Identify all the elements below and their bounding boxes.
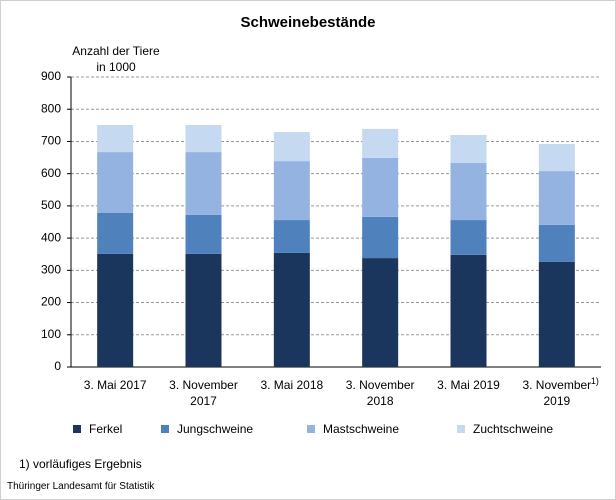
bar-segment <box>538 224 575 262</box>
legend-swatch <box>307 425 315 433</box>
bar-segment <box>273 220 310 253</box>
legend-label: Mastschweine <box>323 422 399 436</box>
y-tick-label: 400 <box>41 230 61 244</box>
bar-segment <box>273 132 310 162</box>
bar-segment <box>362 258 399 367</box>
bar-segment <box>185 125 222 153</box>
bar-segment <box>362 157 399 217</box>
x-tick-label: 3. Mai 2018 <box>260 378 324 392</box>
y-tick-label: 100 <box>41 327 61 341</box>
bar-segment <box>273 252 310 367</box>
bar-segment <box>97 212 134 254</box>
chart-title: Schweinebestände <box>240 14 375 31</box>
x-tick-label: 3. November 2018 <box>345 378 415 408</box>
bar-segment <box>97 253 134 367</box>
bar-segment <box>450 220 487 255</box>
bar-segment <box>362 128 399 158</box>
bar-segment <box>538 144 575 172</box>
bar-segment <box>97 125 134 153</box>
legend-swatch <box>73 425 81 433</box>
bar-segment <box>185 214 222 254</box>
bar-segment <box>185 152 222 215</box>
bar-segment <box>185 253 222 367</box>
y-axis-label: Anzahl der Tiere in 1000 <box>72 44 160 74</box>
bar-segment <box>450 254 487 367</box>
legend-label: Ferkel <box>89 422 122 436</box>
y-tick-label: 900 <box>41 69 61 83</box>
source: Thüringer Landesamt für Statistik <box>7 481 155 492</box>
y-tick-label: 500 <box>41 198 61 212</box>
bar-segment <box>273 161 310 221</box>
y-tick-label: 800 <box>41 101 61 115</box>
footnote-marker: 1) <box>590 376 599 386</box>
y-tick-label: 0 <box>54 359 61 373</box>
y-tick-label: 600 <box>41 166 61 180</box>
x-tick-label: 3. November 2019 <box>522 378 592 408</box>
legend-label: Jungschweine <box>177 422 253 436</box>
bar-segment <box>362 216 399 259</box>
bar-segment <box>538 171 575 225</box>
x-tick-label: 3. November 2017 <box>169 378 238 408</box>
y-tick-label: 300 <box>41 263 61 277</box>
x-tick-label: 3. Mai 2017 <box>83 378 147 392</box>
x-tick-label: 3. Mai 2019 <box>437 378 500 392</box>
y-tick-label: 200 <box>41 295 61 309</box>
y-tick-label: 700 <box>41 134 61 148</box>
footnote: 1) vorläufiges Ergebnis <box>19 457 142 471</box>
bar-segment <box>97 152 134 213</box>
bar-segment <box>538 261 575 367</box>
legend-swatch <box>161 425 169 433</box>
legend-swatch <box>457 425 465 433</box>
bar-segment <box>450 163 487 221</box>
bar-segment <box>450 135 487 164</box>
legend-label: Zuchtschweine <box>473 422 553 436</box>
